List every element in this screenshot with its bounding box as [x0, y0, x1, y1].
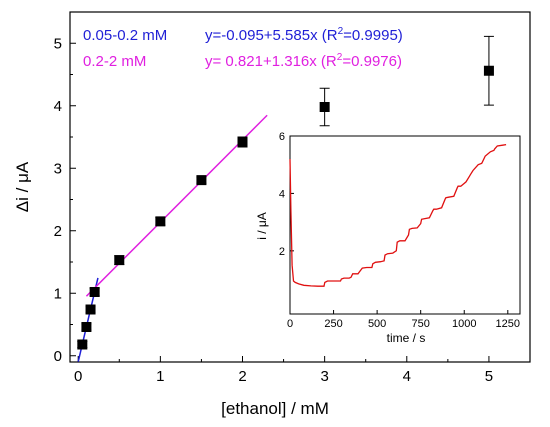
- fit-legend: 0.05-0.2 mM y=-0.095+5.585x (R2=0.9995) …: [83, 26, 403, 70]
- y-axis-label: Δi / μA: [13, 161, 32, 212]
- data-point: [81, 322, 92, 332]
- main-plot-frame: [69, 11, 531, 363]
- x-tick-label: 5: [485, 368, 493, 385]
- point-marker: [237, 137, 248, 147]
- fit-range-high: 0.2-2 mM: [83, 53, 146, 70]
- data-point: [196, 175, 207, 186]
- inset-y-tick-label: 6: [279, 131, 285, 143]
- fit-line-1: [85, 114, 268, 297]
- x-tick-label: 2: [238, 368, 246, 385]
- x-tick-label: 4: [403, 368, 411, 385]
- inset-x-tick-label: 250: [324, 318, 342, 330]
- point-marker: [155, 216, 166, 227]
- y-tick-label: 1: [54, 285, 62, 302]
- point-marker: [85, 304, 96, 315]
- inset-x-tick-label: 0: [287, 318, 293, 330]
- inset-plot-frame: [289, 135, 521, 315]
- y-tick-label: 5: [54, 35, 62, 52]
- point-marker: [81, 322, 92, 332]
- data-point: [85, 304, 96, 315]
- inset-x-tick-label: 500: [368, 318, 386, 330]
- data-point: [319, 87, 330, 127]
- x-tick-label: 0: [74, 368, 82, 385]
- data-point: [237, 136, 248, 148]
- data-point: [89, 287, 100, 297]
- inset-x-tick-label: 750: [412, 318, 430, 330]
- point-marker: [196, 175, 207, 186]
- inset-y-tick-label: 2: [279, 246, 285, 258]
- x-tick-label: 3: [320, 368, 328, 385]
- inset-y-tick-label: 4: [279, 188, 285, 200]
- y-tick-label: 0: [54, 348, 62, 365]
- point-marker: [483, 65, 494, 76]
- inset-x-tick-label: 1000: [452, 318, 476, 330]
- data-point: [77, 339, 88, 350]
- point-marker: [77, 339, 88, 350]
- fit-equation-high: y= 0.821+1.316x (R2=0.9976): [205, 52, 402, 70]
- y-tick-label: 2: [54, 223, 62, 240]
- fit-range-low: 0.05-0.2 mM: [83, 27, 167, 44]
- data-point: [114, 255, 125, 266]
- fit-equation-low: y=-0.095+5.585x (R2=0.9995): [205, 26, 403, 44]
- data-point: [483, 35, 494, 106]
- inset-y-axis-label: i / μA: [255, 212, 269, 240]
- point-marker: [89, 287, 100, 297]
- x-axis-label: [ethanol] / mM: [221, 399, 329, 418]
- point-marker: [114, 255, 125, 266]
- data-point: [155, 216, 166, 227]
- y-tick-label: 3: [54, 160, 62, 177]
- inset-x-axis-label: time / s: [387, 331, 426, 345]
- inset-x-tick-label: 1250: [496, 318, 520, 330]
- y-tick-label: 4: [54, 98, 62, 115]
- inset-current-trace: [289, 143, 507, 287]
- point-marker: [319, 102, 330, 112]
- x-tick-label: 1: [156, 368, 164, 385]
